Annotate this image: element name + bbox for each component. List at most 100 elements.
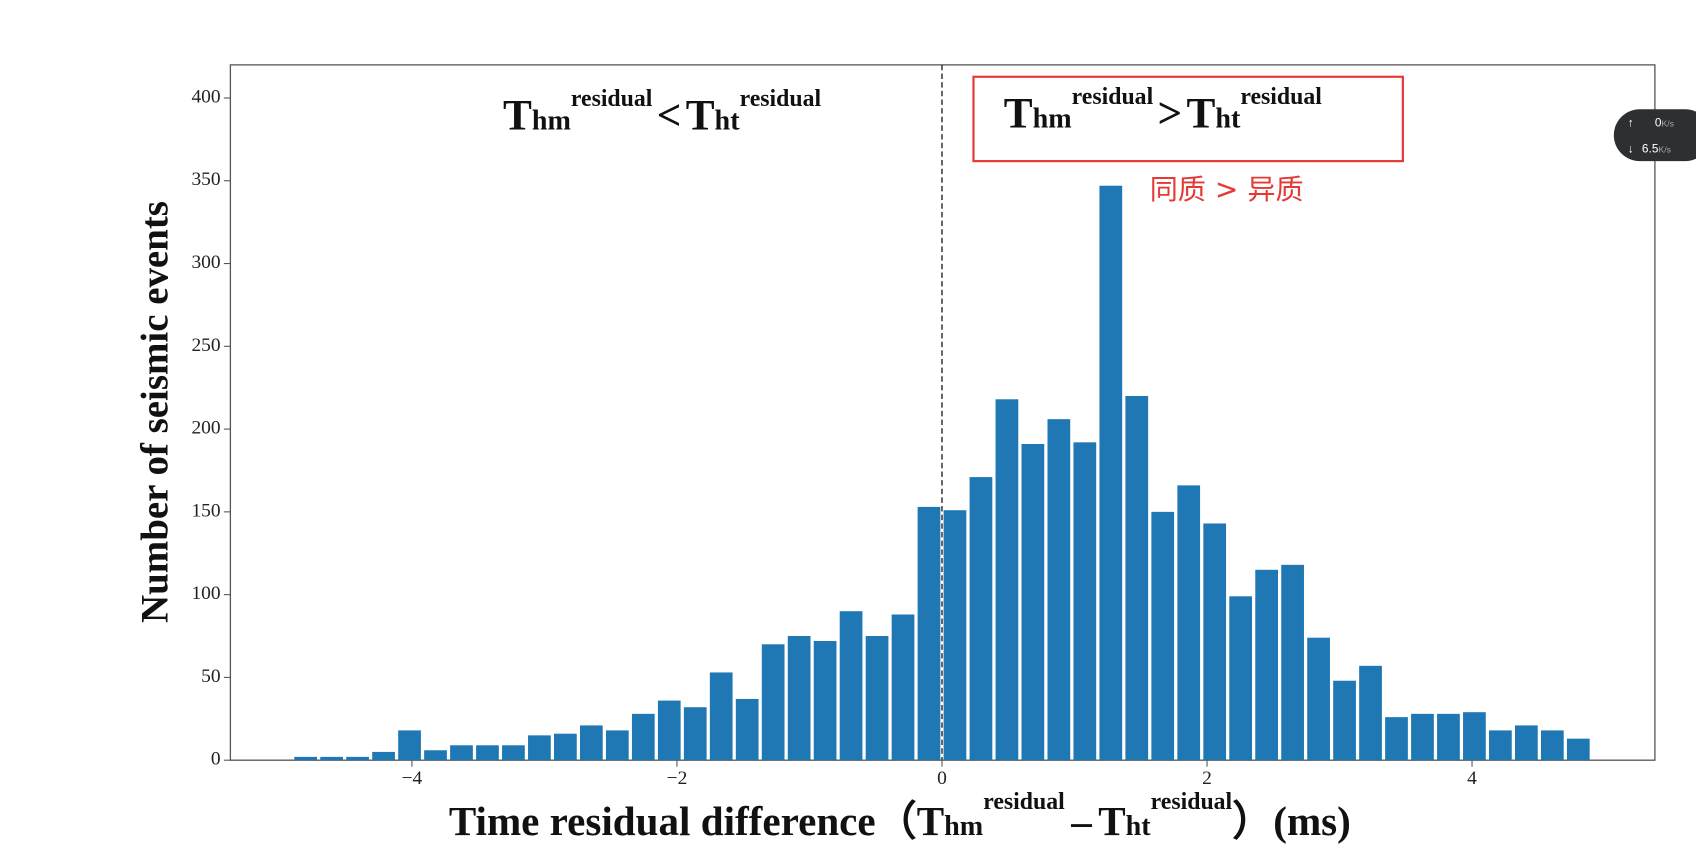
annotation-sup: residual [571, 86, 653, 112]
bar [1514, 725, 1538, 761]
bar [1333, 680, 1356, 761]
bar [1255, 569, 1278, 761]
bar [839, 611, 863, 761]
bar [735, 698, 759, 761]
x-label-part: T [1098, 798, 1125, 844]
bar [320, 756, 343, 761]
bar [995, 399, 1019, 761]
down-unit: K/s [1658, 144, 1671, 154]
annotation-left: Thmresidual < Thtresidual [503, 86, 822, 140]
bar [1021, 443, 1045, 761]
x-label-sub: ht [1126, 811, 1152, 842]
bar [1151, 511, 1175, 761]
bar [761, 644, 785, 761]
bar [1411, 713, 1434, 761]
up-speed: 0K/s [1655, 116, 1675, 130]
bar [917, 506, 941, 761]
bar [657, 700, 681, 761]
y-tick-label: 150 [191, 500, 220, 521]
x-label-sub: hm [944, 811, 983, 842]
bar [372, 751, 395, 761]
annotation-sub: hm [1033, 104, 1072, 135]
annotation-sub: ht [1215, 104, 1241, 135]
annotation-sub: hm [532, 106, 571, 137]
up-unit: K/s [1662, 119, 1675, 129]
bar [424, 750, 447, 761]
down-value: 6.5 [1642, 141, 1659, 155]
bar [1177, 485, 1201, 761]
bar [554, 733, 577, 761]
bar [943, 510, 967, 761]
annotation-part: T [1187, 90, 1216, 138]
x-tick-label: −4 [402, 768, 423, 789]
bar [450, 745, 473, 761]
annotation-sup: residual [1072, 84, 1154, 110]
x-tick-label: 0 [937, 768, 947, 789]
y-tick-label: 200 [191, 418, 220, 439]
y-tick-label: 50 [201, 666, 220, 687]
bar [1125, 395, 1149, 761]
speed-widget [1613, 109, 1696, 162]
up-arrow: ↑ [1628, 116, 1634, 130]
annotation-sup: residual [740, 86, 822, 112]
bar [605, 730, 629, 761]
bar [1047, 419, 1071, 761]
bar [579, 725, 603, 761]
x-label-part: T [917, 798, 944, 844]
down-speed: 6.5K/s [1642, 141, 1672, 155]
bar [1540, 730, 1564, 761]
x-label-part: ）(ms) [1232, 798, 1351, 844]
x-label-sup: residual [1151, 789, 1233, 815]
annotation-part: < [657, 92, 682, 140]
y-tick-label: 300 [191, 252, 220, 273]
bar [1359, 665, 1382, 761]
bar [294, 756, 318, 761]
bar [1307, 637, 1330, 761]
x-tick-label: 2 [1202, 768, 1212, 789]
bar [1281, 564, 1304, 761]
bar [813, 640, 837, 761]
bar [1566, 738, 1590, 761]
note: 同质 > 异质 [1150, 173, 1304, 206]
bar [631, 713, 655, 761]
bar [346, 756, 369, 761]
bar [1099, 185, 1123, 761]
bar [787, 636, 811, 761]
y-tick-label: 250 [191, 335, 220, 356]
bar [891, 614, 915, 761]
bar [1437, 713, 1460, 761]
annotation-part: > [1158, 90, 1183, 138]
bar [528, 735, 551, 761]
bar [1489, 730, 1512, 761]
x-tick-label: 4 [1467, 768, 1477, 789]
annotation-right: Thmresidual > Thtresidual [1004, 84, 1323, 138]
y-tick-label: 400 [191, 86, 220, 107]
annotation-sup: residual [1240, 84, 1322, 110]
annotation-part: T [1004, 90, 1033, 138]
y-tick-label: 100 [191, 583, 220, 604]
annotation-part: T [686, 92, 715, 140]
annotation-sub: ht [715, 106, 741, 137]
bar [865, 636, 889, 761]
down-arrow: ↓ [1628, 141, 1634, 155]
highlight-box [972, 75, 1404, 163]
annotation-part: T [503, 92, 532, 140]
bar [1203, 523, 1227, 761]
y-tick-label: 0 [211, 749, 221, 770]
bar [709, 672, 733, 761]
bar [683, 707, 707, 761]
y-axis-label: Number of seismic events [134, 201, 177, 623]
x-axis-label: Time residual difference（Thmresidual – Tht… [449, 789, 1351, 844]
bar [1463, 712, 1486, 761]
x-label-sup: residual [983, 789, 1065, 815]
up-value: 0 [1655, 116, 1662, 130]
x-tick-label: −2 [667, 768, 688, 789]
y-tick-label: 350 [191, 169, 220, 190]
bar [1073, 442, 1097, 761]
bar [398, 730, 421, 761]
x-label-part: – [1070, 798, 1092, 844]
bar [1385, 717, 1408, 761]
x-label-part: Time residual difference（ [449, 798, 917, 844]
bar [1229, 596, 1253, 761]
